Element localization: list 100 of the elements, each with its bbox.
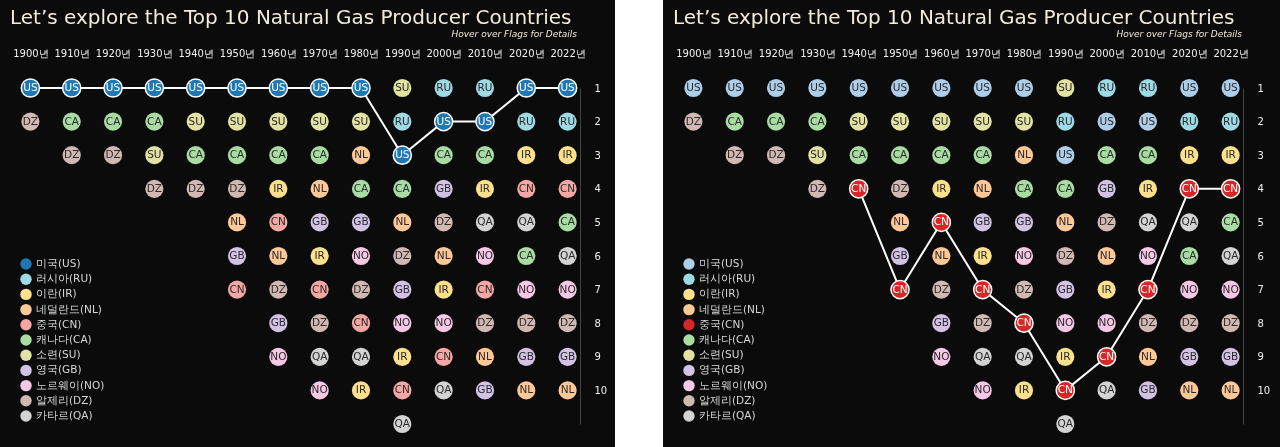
data-label: NO [1222, 282, 1239, 295]
data-label: CA [1099, 148, 1115, 161]
y-tick-label: 4 [1257, 183, 1264, 195]
data-label: DZ [727, 148, 743, 161]
data-label: CA [147, 114, 163, 127]
x-tick-label: 1940년 [178, 47, 214, 59]
data-label: CA [1140, 148, 1157, 161]
x-tick-label: 2022년 [550, 47, 586, 59]
data-label: SU [1016, 114, 1032, 127]
data-label: NL [1182, 383, 1197, 396]
data-label: RU [1223, 114, 1239, 127]
data-label: IR [314, 249, 325, 261]
data-label: GB [933, 316, 950, 329]
x-tick-label: 1950년 [219, 47, 256, 59]
x-tick-label: 1950년 [882, 47, 919, 59]
data-label: QA [1016, 349, 1033, 362]
data-label: NO [311, 383, 328, 396]
data-label: NO [1139, 249, 1157, 261]
data-label: NL [1017, 148, 1031, 161]
data-label: CA [436, 148, 452, 161]
y-tick-label: 8 [1257, 317, 1264, 329]
data-label: DZ [394, 249, 410, 261]
legend-label: 중국(CN) [36, 317, 82, 330]
legend-label: 네덜란드(NL) [36, 302, 102, 315]
data-label: NL [1058, 215, 1073, 228]
legend-label: 소련(SU) [36, 348, 81, 361]
legend-label: 노르웨이(NO) [699, 378, 768, 391]
data-label: GB [435, 181, 452, 194]
data-label: NO [435, 316, 452, 329]
data-label: NL [1141, 349, 1155, 362]
data-label: CN [933, 215, 949, 228]
data-label: NL [312, 181, 327, 194]
data-label: DZ [270, 282, 286, 295]
data-label: SU [312, 114, 327, 127]
data-label: DZ [188, 181, 204, 194]
data-label: CA [851, 148, 867, 161]
data-label: DZ [353, 282, 369, 295]
data-label: US [64, 81, 80, 93]
data-label: NO [394, 316, 411, 329]
x-tick-label: 1920년 [95, 47, 132, 59]
legend-label: 이란(IR) [36, 287, 77, 300]
data-label: QA [518, 215, 535, 228]
data-label: CN [1099, 349, 1115, 362]
x-tick-label: 1990년 [1048, 47, 1084, 59]
data-label: DZ [146, 181, 163, 194]
chart-title: Let’s explore the Top 10 Natural Gas Producer Countries [10, 5, 572, 29]
data-label: GB [311, 215, 328, 228]
legend-label: 네덜란드(NL) [699, 302, 765, 315]
y-tick-label: 5 [1257, 216, 1264, 228]
data-label: CN [975, 282, 991, 295]
y-tick-label: 6 [594, 250, 601, 262]
data-label: QA [435, 383, 453, 396]
data-label: GB [394, 282, 410, 295]
data-label: CN [892, 282, 908, 295]
data-label: CA [1182, 249, 1198, 261]
data-label: NL [395, 215, 410, 228]
data-label: RU [1140, 81, 1156, 93]
x-tick-label: 1900년 [13, 47, 49, 59]
data-label: CA [188, 148, 204, 161]
data-label: QA [353, 349, 370, 362]
data-label: CA [105, 114, 122, 127]
legend-label: 미국(US) [699, 257, 744, 269]
data-label: GB [270, 316, 287, 329]
data-label: US [560, 81, 576, 93]
data-label: NL [975, 181, 990, 194]
data-label: US [892, 81, 908, 93]
data-label: CA [975, 148, 991, 161]
data-label: US [975, 81, 991, 93]
data-label: IR [1060, 349, 1071, 362]
data-label: NO [1015, 249, 1033, 261]
data-label: DZ [1222, 316, 1239, 329]
data-label: QA [1181, 215, 1198, 228]
data-label: NO [559, 282, 576, 295]
data-label: IR [273, 181, 284, 194]
data-label: GB [353, 215, 369, 228]
data-label: DZ [105, 148, 121, 161]
legend-label: 노르웨이(NO) [36, 378, 105, 391]
data-label: CN [270, 215, 286, 228]
data-label: GB [1016, 215, 1032, 228]
x-tick-label: 1940년 [841, 47, 877, 59]
data-label: US [934, 81, 949, 93]
data-label: US [1223, 81, 1239, 93]
data-label: IR [977, 249, 988, 261]
data-label: RU [477, 81, 493, 93]
data-label: CN [560, 181, 576, 194]
data-label: QA [1057, 417, 1074, 429]
data-label: NL [271, 249, 286, 261]
data-label: GB [1098, 181, 1115, 194]
data-label: CA [560, 215, 576, 228]
data-label: GB [518, 349, 534, 362]
data-label: RU [1181, 114, 1197, 127]
data-label: SU [975, 114, 990, 127]
x-tick-label: 2010년 [467, 47, 504, 59]
x-tick-label: 1910년 [54, 47, 90, 59]
legend-label: 중국(CN) [699, 317, 745, 330]
data-label: QA [1140, 215, 1157, 228]
data-label: US [23, 81, 38, 93]
data-label: US [271, 81, 286, 93]
data-label: CA [353, 181, 370, 194]
data-label: NL [354, 148, 368, 161]
